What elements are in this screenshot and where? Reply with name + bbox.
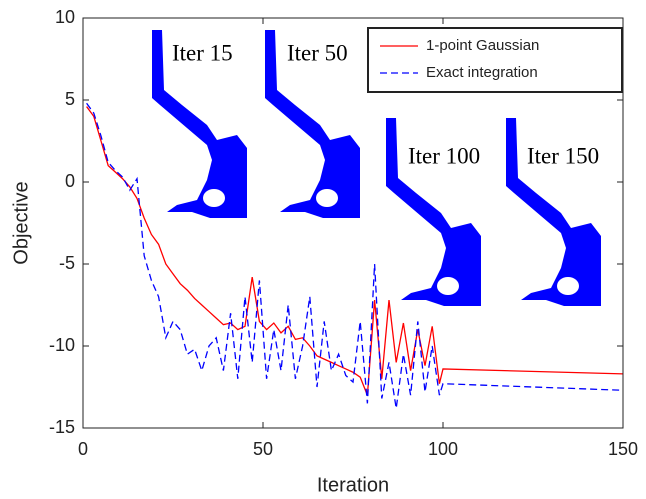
inset-label: Iter 50 [287,40,348,65]
x-tick-label: 0 [78,439,88,459]
legend-box [367,27,623,93]
y-tick-label: 0 [65,171,75,191]
series-line [86,106,624,396]
inset-label: Iter 150 [527,143,599,168]
inset-label: Iter 100 [408,143,480,168]
inset-label: Iter 15 [172,40,233,65]
legend-label: Exact integration [426,64,538,81]
x-tick-label: 50 [253,439,273,459]
y-axis-label: Objective [10,181,32,264]
y-tick-label: -15 [49,417,75,437]
x-tick-label: 100 [428,439,458,459]
legend-label: 1-point Gaussian [426,37,539,54]
x-tick-label: 150 [608,439,638,459]
x-axis-label: Iteration [317,474,389,496]
y-tick-label: -10 [49,335,75,355]
y-tick-label: 10 [55,7,75,27]
y-tick-label: 5 [65,89,75,109]
series-line [86,102,624,409]
y-tick-label: -5 [59,253,75,273]
plot-frame [82,17,624,429]
